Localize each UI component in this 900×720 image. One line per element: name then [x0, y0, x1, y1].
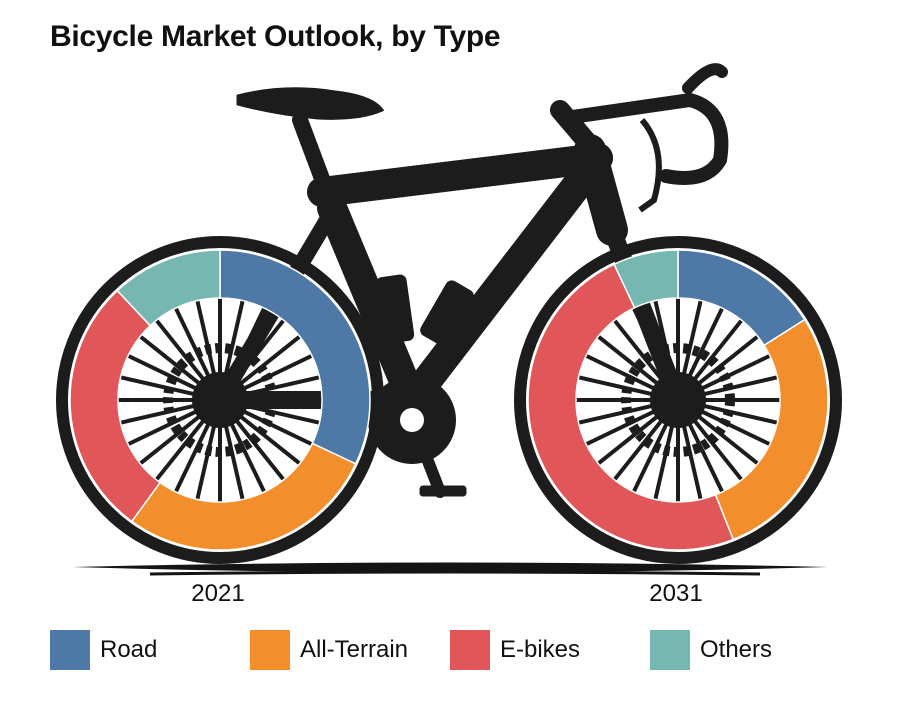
spoke [652, 422, 675, 502]
spoke [237, 413, 303, 467]
ground-shadow [72, 562, 828, 573]
chart-title: Bicycle Market Outlook, by Type [50, 20, 501, 53]
spoke [228, 305, 267, 380]
spoke [695, 413, 761, 467]
spoke [194, 422, 217, 502]
spoke [681, 422, 704, 502]
spoke [700, 403, 780, 426]
brake-rotor [163, 343, 277, 457]
legend-item-road: Road [50, 630, 157, 670]
legend-swatch-others [650, 630, 690, 670]
spoke [118, 374, 198, 397]
spoke [173, 305, 212, 380]
spoke [153, 417, 207, 483]
spoke [228, 420, 267, 495]
brake-rotor [621, 343, 735, 457]
spoke [576, 374, 656, 397]
donut-slice-2031-others [613, 249, 679, 309]
legend: Road All-Terrain E-bikes Others [50, 630, 870, 670]
spoke [611, 417, 665, 483]
legend-item-e-bikes: E-bikes [450, 630, 580, 670]
spoke [695, 333, 761, 387]
spoke [242, 374, 322, 397]
spoke [137, 413, 203, 467]
spoke [576, 403, 656, 426]
spoke [686, 305, 725, 380]
spoke [686, 420, 725, 495]
spokes-left [116, 296, 324, 504]
spoke [223, 422, 246, 502]
spoke [652, 298, 675, 378]
legend-swatch-road [50, 630, 90, 670]
spoke [631, 420, 670, 495]
spoke [125, 353, 200, 392]
spoke [691, 317, 745, 383]
spoke [595, 333, 661, 387]
donut-2031 [527, 249, 829, 551]
spoke [125, 408, 200, 447]
spoke [173, 420, 212, 495]
spoke [681, 298, 704, 378]
chainring-center [400, 408, 424, 432]
legend-label-road: Road [100, 636, 158, 663]
legend-item-all-terrain: All-Terrain [250, 630, 408, 670]
spoke [233, 417, 287, 483]
donut-2021 [69, 249, 371, 551]
spoke [691, 417, 745, 483]
spoke [583, 353, 658, 392]
spoke [137, 333, 203, 387]
spoke [233, 317, 287, 383]
spoke [153, 317, 207, 383]
spoke [611, 317, 665, 383]
ground-line [149, 570, 761, 576]
legend-label-e-bikes: E-bikes [500, 636, 581, 663]
year-label-2021: 2021 [191, 580, 245, 607]
spoke [223, 298, 246, 378]
spoke [240, 408, 315, 447]
spokes-right [574, 296, 782, 504]
spoke [240, 353, 315, 392]
spoke [595, 413, 661, 467]
spoke [242, 403, 322, 426]
bicycle-silhouette-icon [56, 63, 842, 564]
donut-slice-2031-e-bikes [527, 263, 735, 551]
legend-swatch-all-terrain [250, 630, 290, 670]
spoke [237, 333, 303, 387]
spoke [583, 408, 658, 447]
donut-slice-2021-road [219, 249, 371, 465]
spoke [698, 353, 773, 392]
spoke [118, 403, 198, 426]
legend-swatch-e-bikes [450, 630, 490, 670]
spoke [698, 408, 773, 447]
year-label-2031: 2031 [649, 580, 703, 607]
spoke [194, 298, 217, 378]
spoke [700, 374, 780, 397]
legend-label-others: Others [700, 636, 773, 663]
spoke [631, 305, 670, 380]
donut-slice-2021-others [116, 249, 221, 327]
legend-label-all-terrain: All-Terrain [300, 636, 409, 663]
donut-slice-2031-all-terrain [714, 318, 829, 541]
legend-item-others: Others [650, 630, 772, 670]
